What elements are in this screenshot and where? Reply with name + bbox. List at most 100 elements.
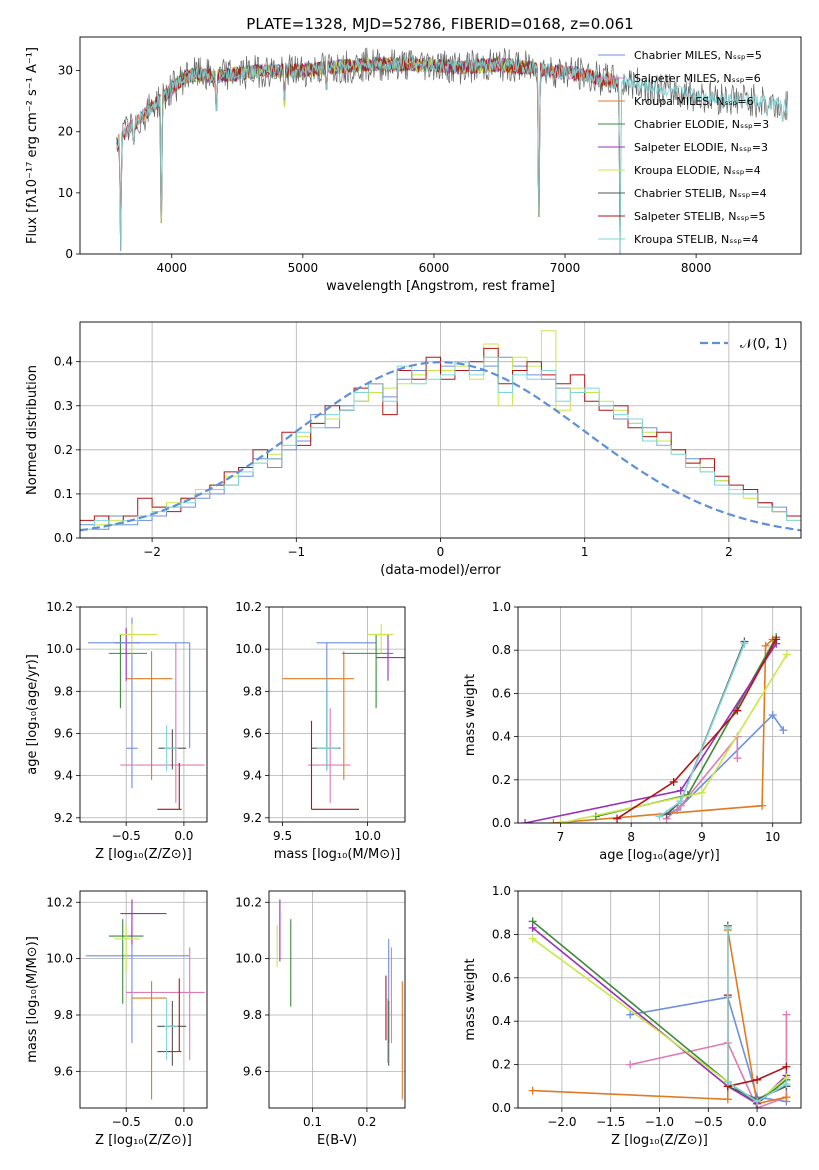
x-tick-label: 9 (698, 830, 706, 844)
x-tick-label: 0.2 (357, 1115, 376, 1129)
weight-marker (528, 934, 537, 943)
y-axis-label: age [log₁₀(age/yr)] (25, 654, 40, 775)
y-tick-label: 9.6 (54, 726, 73, 740)
chart-mass_vs_Z: −0.5 0.0 9.6 9.8 10.0 10.2 Z [log₁₀(Z/Z⊙)] mass… (25, 890, 208, 1148)
plot-area (85, 899, 205, 1100)
x-tick-label: 0.0 (174, 829, 193, 843)
figure-title: PLATE=1328, MJD=52786, FIBERID=0168, z=0… (246, 15, 633, 33)
weight-marker (676, 797, 685, 806)
plot-area (116, 47, 789, 254)
plot-area (276, 899, 403, 1100)
y-tick-label: 0.2 (492, 773, 511, 787)
y-tick-label: 10 (58, 186, 73, 200)
y-tick-label: 30 (58, 64, 73, 78)
y-tick-label: 10.2 (235, 895, 262, 909)
x-tick-label: −1.5 (596, 1115, 625, 1129)
axes-frame (79, 36, 802, 255)
axes-frame (79, 606, 208, 823)
weight-line (630, 996, 787, 1103)
weight-line (727, 927, 787, 1103)
chart-residuals: −2 −1 0 1 2 0.0 0.1 0.2 0.3 0.4 (data-model)/error… (25, 321, 802, 578)
spectrum-line (116, 56, 621, 254)
weight-marker (753, 1097, 762, 1106)
weight-marker (669, 777, 678, 786)
y-axis-label: Normed distribution (25, 365, 40, 495)
y-axis-label: mass weight (463, 674, 478, 756)
y-tick-label: 0.2 (54, 443, 73, 457)
plot-area (282, 623, 405, 810)
x-axis-label: Z [log₁₀(Z/Z⊙)] (95, 1133, 192, 1148)
y-tick-label: 10.0 (235, 642, 262, 656)
legend-label: Kroupa MILES, Nₛₛₚ=6 (634, 95, 754, 108)
x-tick-label: 0 (437, 545, 445, 559)
weight-line (666, 734, 739, 820)
y-tick-label: 10.2 (46, 895, 73, 909)
x-tick-label: 7000 (550, 261, 581, 275)
legend-label: Salpeter STELIB, Nₛₛₚ=5 (634, 210, 766, 223)
x-tick-label: 0.0 (748, 1115, 767, 1129)
legend-label: Chabrier MILES, Nₛₛₚ=5 (634, 49, 762, 62)
chart-spectrum: 4000 5000 6000 7000 8000 0 10 20 30 wavelength [A… (25, 36, 802, 294)
x-axis-label: wavelength [Angstrom, rest frame] (326, 279, 555, 294)
axes-frame (79, 321, 802, 539)
weight-marker (782, 1093, 791, 1102)
spectrum-line (116, 56, 789, 254)
weight-marker (626, 1060, 635, 1069)
x-tick-label: −0.5 (694, 1115, 723, 1129)
weight-marker (733, 706, 742, 715)
legend-label: Chabrier ELODIE, Nₛₛₚ=3 (634, 118, 769, 131)
weight-marker (676, 786, 685, 795)
x-axis-label: Z [log₁₀(Z/Z⊙)] (95, 847, 192, 862)
legend-label: 𝒩(0, 1) (740, 337, 787, 352)
spectrum-line (116, 47, 788, 254)
y-tick-label: 20 (58, 125, 73, 139)
y-tick-label: 0.4 (492, 730, 511, 744)
y-tick-label: 10.2 (235, 600, 262, 614)
y-tick-label: 10.0 (235, 952, 262, 966)
x-tick-label: 5000 (288, 261, 319, 275)
x-tick-label: 9.5 (273, 829, 292, 843)
legend: 𝒩(0, 1) (700, 337, 787, 352)
x-tick-label: 0.0 (174, 1115, 193, 1129)
weight-marker (753, 1075, 762, 1084)
weight-line (616, 639, 777, 820)
y-tick-label: 0.1 (54, 487, 73, 501)
legend-label: Kroupa STELIB, Nₛₛₚ=4 (634, 233, 758, 246)
y-tick-label: 9.4 (243, 769, 262, 783)
weight-marker (782, 1080, 791, 1089)
x-axis-label: mass [log₁₀(M/M⊙)] (274, 847, 401, 862)
y-tick-label: 9.6 (243, 1064, 262, 1078)
x-tick-label: 8000 (681, 261, 712, 275)
x-axis-label: (data-model)/error (380, 563, 501, 578)
plot-area (80, 330, 801, 538)
weight-marker (723, 1095, 732, 1104)
y-tick-label: 0.0 (492, 1101, 511, 1115)
spectrum-line (116, 57, 621, 254)
weight-marker (733, 754, 742, 763)
weight-marker (697, 788, 706, 797)
y-axis-label: mass [log₁₀(M/M⊙)] (25, 936, 40, 1063)
x-tick-label: 7 (557, 830, 565, 844)
y-tick-label: 9.2 (243, 811, 262, 825)
weight-marker (782, 650, 791, 659)
y-tick-label: 1.0 (492, 600, 511, 614)
axes-frame (79, 890, 208, 1109)
x-tick-label: 4000 (156, 261, 187, 275)
plot-area (521, 633, 791, 823)
x-tick-label: 10 (765, 830, 780, 844)
y-tick-label: 0.4 (492, 1014, 511, 1028)
legend-label: Chabrier STELIB, Nₛₛₚ=4 (634, 187, 767, 200)
y-tick-label: 9.2 (54, 811, 73, 825)
x-tick-label: −0.5 (112, 1115, 141, 1129)
plot-area (88, 617, 205, 810)
spectrum-line (116, 55, 621, 254)
y-tick-label: 9.4 (54, 769, 73, 783)
y-tick-label: 0.6 (492, 686, 511, 700)
x-axis-label: age [log₁₀(age/yr)] (599, 848, 720, 863)
y-tick-label: 10.2 (46, 600, 73, 614)
x-axis-label: E(B-V) (317, 1133, 357, 1148)
y-tick-label: 0.0 (492, 816, 511, 830)
x-tick-label: 10.0 (354, 829, 381, 843)
y-axis-label: mass weight (463, 958, 478, 1040)
legend: Chabrier MILES, Nₛₛₚ=5 Salpeter MILES, Nₛ… (598, 49, 769, 246)
